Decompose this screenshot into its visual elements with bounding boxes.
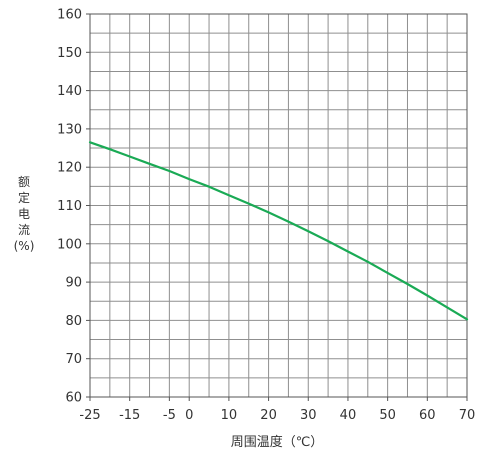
- y-tick-label: 140: [57, 84, 82, 99]
- y-tick-label: 80: [65, 314, 82, 329]
- x-axis-title: 周围温度（℃）: [231, 434, 324, 450]
- y-tick-label: 70: [65, 352, 82, 367]
- y-axis-title-char: 额: [18, 175, 30, 189]
- x-tick-label: -25: [79, 408, 100, 423]
- y-tick-label: 100: [57, 237, 82, 252]
- y-tick-label: 110: [57, 199, 82, 214]
- x-tick-label: 50: [379, 408, 396, 423]
- x-tick-label: 30: [300, 408, 317, 423]
- y-tick-label: 130: [57, 122, 82, 137]
- x-tick-label: -15: [119, 408, 140, 423]
- x-tick-label: 40: [340, 408, 357, 423]
- series-line: [88, 141, 469, 321]
- x-tick-label: -5: [163, 408, 176, 423]
- y-axis-title-char: 流: [18, 223, 30, 237]
- y-axis-title-char: 电: [18, 207, 30, 221]
- y-tick-label: 90: [65, 276, 82, 291]
- y-tick-label: 160: [57, 8, 82, 23]
- x-tick-label: 0: [185, 408, 193, 423]
- x-tick-label: 60: [419, 408, 436, 423]
- tick-labels: 60 70 80 90 100 110 120 130 140 150 160 -25 -15 -5 0 10…: [57, 8, 475, 424]
- x-tick-label: 20: [260, 408, 277, 423]
- y-tick-label: 120: [57, 161, 82, 176]
- grid: [89, 13, 468, 398]
- y-axis-title-char: (%): [14, 239, 35, 253]
- y-tick-label: 60: [65, 391, 82, 406]
- x-tick-label: 10: [221, 408, 238, 423]
- x-tick-label: 70: [459, 408, 476, 423]
- axes: [86, 13, 468, 401]
- series: [88, 141, 469, 321]
- y-axis-title-char: 定: [18, 190, 30, 205]
- y-tick-label: 150: [57, 46, 82, 61]
